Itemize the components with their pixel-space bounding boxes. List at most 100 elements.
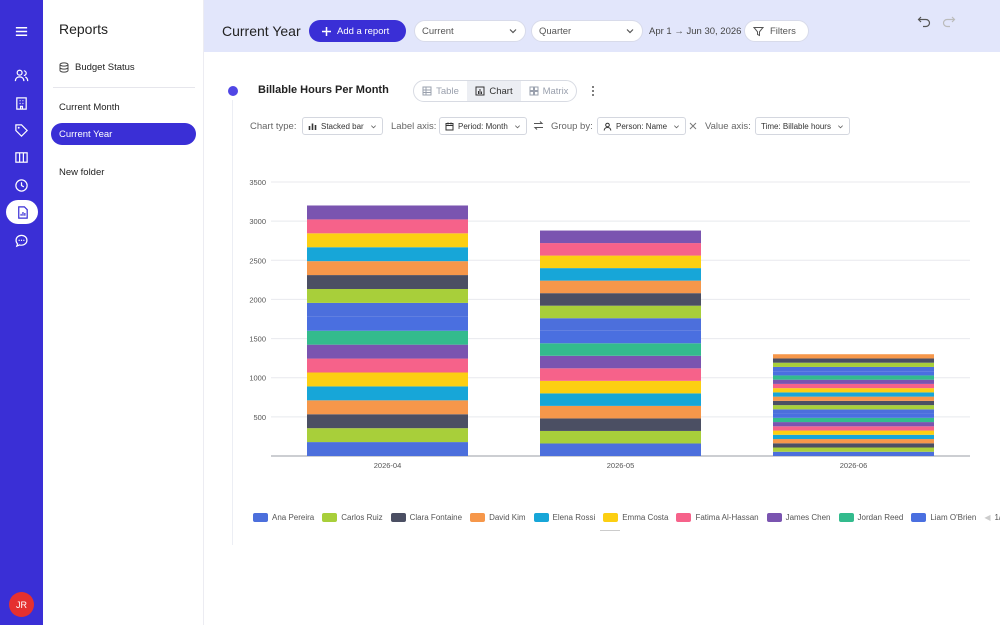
legend-item[interactable]: Liam O'Brien <box>911 513 976 522</box>
legend-item[interactable]: Emma Costa <box>603 513 668 522</box>
x-tick-label: 2026-06 <box>840 461 868 470</box>
menu-icon[interactable] <box>6 19 37 43</box>
granularity-select[interactable]: Quarter <box>531 20 643 42</box>
bar-segment <box>307 414 468 429</box>
chart-legend: Ana Pereira Carlos Ruiz Clara Fontaine Davi… <box>253 513 1000 522</box>
legend-item[interactable]: Carlos Ruiz <box>322 513 383 522</box>
tab-table[interactable]: Table <box>414 81 467 101</box>
bar-segment <box>540 318 701 331</box>
chevron-down-icon <box>514 124 520 128</box>
report-header: Current Year Add a report Current Quarte… <box>204 0 1000 52</box>
chat-icon[interactable] <box>6 228 37 252</box>
bar-segment <box>773 434 934 440</box>
tag-icon[interactable] <box>6 118 37 142</box>
divider <box>53 87 195 88</box>
bar-segment <box>540 268 701 281</box>
label-axis-select[interactable]: Period: Month <box>439 117 527 135</box>
tab-matrix[interactable]: Matrix <box>521 81 576 101</box>
legend-item[interactable]: Ana Pereira <box>253 513 314 522</box>
people-icon[interactable] <box>6 63 37 87</box>
bar-segment <box>773 405 934 410</box>
bar-segment <box>773 409 934 414</box>
clear-group-icon[interactable] <box>689 122 697 130</box>
bar-segment <box>307 344 468 359</box>
bar-segment <box>307 428 468 443</box>
legend-swatch <box>322 513 338 522</box>
bar-segment <box>307 205 468 220</box>
bar-segment <box>307 219 468 234</box>
legend-swatch <box>766 513 782 522</box>
calendar-icon <box>445 122 454 130</box>
sidebar-item-new-folder[interactable]: New folder <box>51 161 196 183</box>
legend-label: David Kim <box>489 513 526 522</box>
bar-segment <box>773 417 934 423</box>
group-by-select[interactable]: Person: Name <box>597 117 687 135</box>
legend-label: Elena Rossi <box>552 513 596 522</box>
legend-item[interactable]: Fatima Al-Hassan <box>676 513 759 522</box>
page-title: Current Year <box>222 23 301 39</box>
period-select-value: Current <box>422 25 454 37</box>
x-tick-label: 2026-04 <box>374 461 402 470</box>
bar-segment <box>540 255 701 269</box>
tab-chart[interactable]: Chart <box>467 81 521 101</box>
report-timeline <box>232 100 233 545</box>
legend-label: Emma Costa <box>622 513 669 522</box>
chevron-down-icon <box>837 124 843 128</box>
bar-segment <box>773 388 934 393</box>
bar-segment <box>540 305 701 319</box>
matrix-icon <box>529 86 539 96</box>
legend-item[interactable]: Jordan Reed <box>838 513 903 522</box>
value-axis-select[interactable]: Time: Billable hours <box>755 117 850 135</box>
swap-axes-icon[interactable] <box>533 120 544 131</box>
legend-label: Fatima Al-Hassan <box>695 513 759 522</box>
bar-segment <box>773 447 934 452</box>
chart-icon <box>475 86 485 96</box>
x-tick-label: 2026-05 <box>607 461 635 470</box>
sidebar-item-current-month[interactable]: Current Month <box>51 96 196 118</box>
undo-icon[interactable] <box>917 14 931 28</box>
legend-item[interactable]: Elena Rossi <box>533 513 596 522</box>
legend-item[interactable]: David Kim <box>470 513 526 522</box>
bar-segment <box>307 400 468 415</box>
bar-segment <box>773 362 934 367</box>
chevron-down-icon <box>370 124 376 128</box>
legend-item[interactable]: James Chen <box>766 513 831 522</box>
legend-label: James Chen <box>785 513 831 522</box>
tab-label: Chart <box>489 85 513 97</box>
chevron-down-icon <box>509 29 517 34</box>
bar-segment <box>307 261 468 276</box>
add-report-button[interactable]: Add a report <box>309 20 406 42</box>
legend-item[interactable]: Clara Fontaine <box>390 513 462 522</box>
sidebar-item-current-year[interactable]: Current Year <box>51 123 196 145</box>
y-tick-label: 3000 <box>249 217 266 226</box>
y-tick-label: 1500 <box>249 335 266 344</box>
bar-segment <box>773 379 934 384</box>
report-icon[interactable] <box>6 200 38 224</box>
legend-label: Carlos Ruiz <box>341 513 383 522</box>
stacked-bar-icon <box>308 123 317 130</box>
bar-segment <box>773 366 934 372</box>
legend-label: Ana Pereira <box>272 513 315 522</box>
report-title: Billable Hours Per Month <box>258 84 389 96</box>
sidebar-item-budget-status[interactable]: Budget Status <box>59 62 135 73</box>
stacked-bar-chart: 500 1000 1500 2000 2500 3000 3500 2026-04 2026-0… <box>249 178 970 470</box>
group-by-label: Group by: <box>551 120 593 132</box>
bar-segment <box>540 418 701 431</box>
legend-prev-icon[interactable]: ◀ <box>984 513 991 522</box>
bar-segment <box>540 330 701 344</box>
bar-segment <box>773 400 934 406</box>
period-select[interactable]: Current <box>414 20 526 42</box>
building-icon[interactable] <box>6 91 37 115</box>
granularity-select-value: Quarter <box>539 25 572 37</box>
board-icon[interactable] <box>6 145 37 169</box>
redo-icon[interactable] <box>942 14 956 28</box>
y-tick-label: 2500 <box>249 256 266 265</box>
clock-icon[interactable] <box>6 173 37 197</box>
filters-button[interactable]: Filters <box>744 20 809 42</box>
more-options-icon[interactable] <box>588 84 598 98</box>
chart-type-select[interactable]: Stacked bar <box>302 117 383 135</box>
bar-segment <box>773 451 934 456</box>
avatar[interactable]: JR <box>9 592 34 617</box>
bar-segment <box>307 358 468 373</box>
bar-segment <box>540 368 701 381</box>
